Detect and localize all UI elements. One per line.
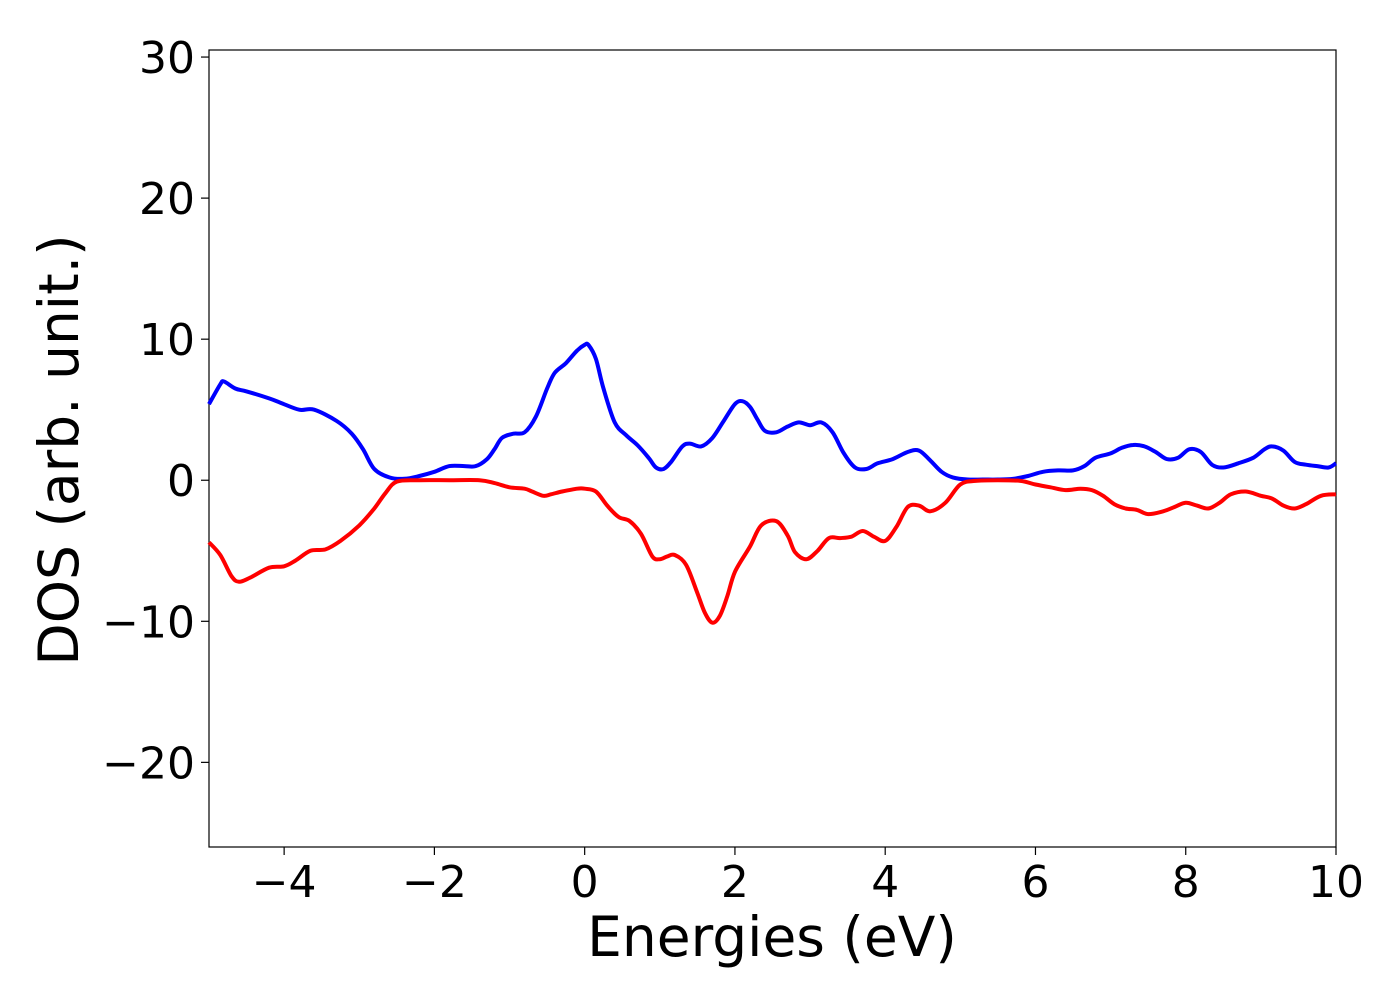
y-axis: −20 −10 0 10 20 30	[102, 33, 209, 789]
plot-frame	[208, 49, 1337, 848]
y-tick-label: 30	[139, 33, 195, 84]
y-tick-label: 0	[167, 456, 195, 507]
y-tick-label: −10	[102, 597, 195, 648]
series-layer	[207, 341, 1338, 625]
y-tick-label: −20	[102, 738, 195, 789]
series-line-1	[207, 341, 1338, 482]
x-tick-label: 4	[871, 857, 899, 908]
x-axis: −4 −2 0 2 4 6 8 10	[252, 847, 1364, 908]
x-tick-label: 10	[1308, 857, 1364, 908]
y-axis-title: DOS (arb. unit.)	[27, 234, 91, 665]
x-tick-label: 8	[1172, 857, 1200, 908]
series-line-2	[207, 478, 1337, 625]
x-tick-label: 6	[1021, 857, 1049, 908]
x-tick-label: 0	[571, 857, 599, 908]
x-tick-label: −4	[252, 857, 317, 908]
x-tick-label: 2	[721, 857, 749, 908]
x-axis-title: Energies (eV)	[587, 905, 957, 969]
y-tick-label: 20	[139, 174, 195, 225]
y-tick-label: 10	[139, 315, 195, 366]
x-tick-label: −2	[402, 857, 467, 908]
